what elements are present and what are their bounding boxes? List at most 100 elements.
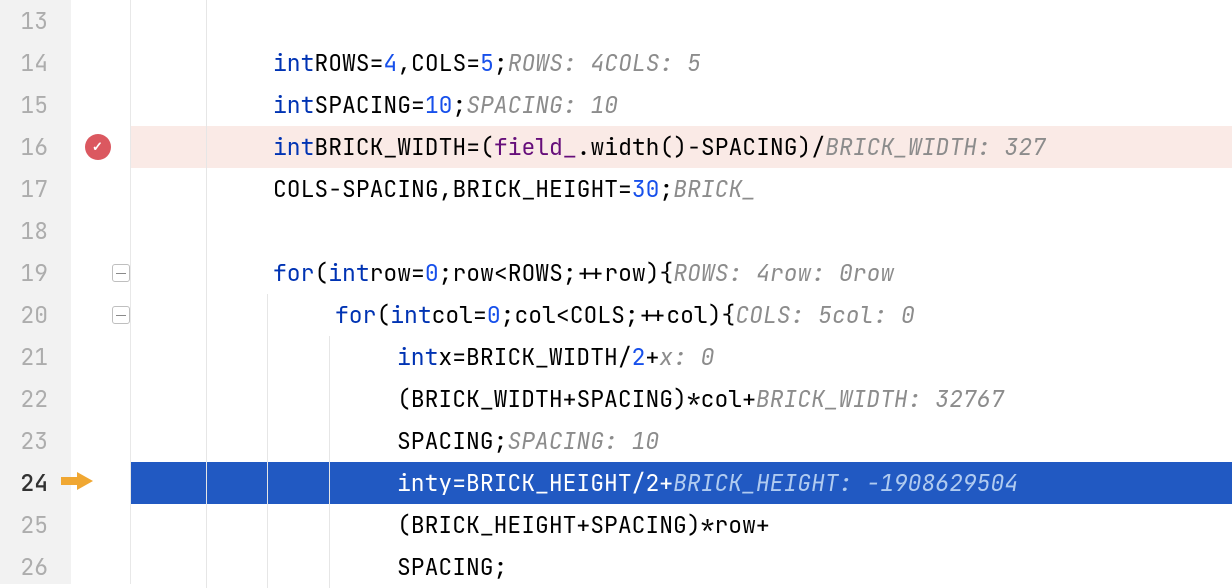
gutter-icons[interactable] <box>71 0 131 584</box>
indent-guide <box>206 252 207 294</box>
line-number-gutter[interactable]: 1314151617181920212223242526 <box>0 0 71 584</box>
token-id: SPACING <box>701 132 798 162</box>
token-id: BRICK_HEIGHT <box>411 510 577 540</box>
line-number[interactable]: 14 <box>0 42 48 84</box>
line-number[interactable]: 25 <box>0 504 48 546</box>
token-pn: = <box>411 258 425 288</box>
line-number[interactable]: 23 <box>0 420 48 462</box>
line-number[interactable]: 18 <box>0 210 48 252</box>
token-num: 5 <box>480 48 494 78</box>
code-line[interactable]: (BRICK_WIDTH + SPACING) * col + BRICK_WI… <box>131 378 1232 420</box>
token-hint[interactable]: BRICK_WIDTH: 327 <box>825 132 1046 162</box>
line-number[interactable]: 19 <box>0 252 48 294</box>
indent-guide <box>329 462 330 504</box>
line-number[interactable]: 15 <box>0 84 48 126</box>
code-line[interactable] <box>131 0 1232 42</box>
line-number[interactable]: 16 <box>0 126 48 168</box>
token-hint[interactable]: row: 0 <box>770 258 853 288</box>
token-id: BRICK_HEIGHT <box>452 174 618 204</box>
token-pn: / <box>811 132 825 162</box>
indent-guide <box>206 0 207 42</box>
token-pn: = <box>473 300 487 330</box>
token-pn: ; <box>494 552 508 582</box>
breakpoint-icon[interactable] <box>85 134 111 160</box>
token-hint[interactable]: SPACING: 10 <box>466 90 618 120</box>
line-number[interactable]: 26 <box>0 546 48 588</box>
token-id: COLS <box>570 300 625 330</box>
line-number[interactable]: 22 <box>0 378 48 420</box>
token-pn: ; <box>452 90 466 120</box>
code-line[interactable]: SPACING; SPACING: 10 <box>131 420 1232 462</box>
token-hint[interactable]: col: 0 <box>832 300 915 330</box>
token-kw: int <box>273 132 314 162</box>
token-id: SPACING <box>397 552 494 582</box>
token-pn: = <box>618 174 632 204</box>
token-kw: int <box>390 300 431 330</box>
token-pn: ; <box>659 174 673 204</box>
code-line[interactable]: int SPACING = 10; SPACING: 10 <box>131 84 1232 126</box>
code-line[interactable]: for (int row = 0; row < ROWS; ++row) { R… <box>131 252 1232 294</box>
code-line[interactable]: int BRICK_WIDTH = (field_.width() - SPAC… <box>131 126 1232 168</box>
token-id: col <box>666 300 707 330</box>
token-kw: int <box>273 90 314 120</box>
code-line[interactable]: COLS - SPACING, BRICK_HEIGHT = 30; BRICK… <box>131 168 1232 210</box>
line-number[interactable]: 17 <box>0 168 48 210</box>
token-hint[interactable]: SPACING: 10 <box>507 426 659 456</box>
code-area[interactable]: int ROWS = 4, COLS = 5; ROWS: 4 COLS: 5i… <box>131 0 1232 584</box>
token-hint[interactable]: ROWS: 4 <box>673 258 770 288</box>
token-pn: ; <box>494 426 508 456</box>
token-pn: ( <box>376 300 390 330</box>
token-hint[interactable]: BRICK_WIDTH: 32767 <box>756 384 1004 414</box>
token-hint[interactable]: x: 0 <box>659 342 714 372</box>
code-line[interactable]: int ROWS = 4, COLS = 5; ROWS: 4 COLS: 5 <box>131 42 1232 84</box>
token-pn: . <box>577 132 591 162</box>
indent-guide <box>206 462 207 504</box>
token-pn: = <box>466 132 480 162</box>
token-pn: + <box>645 342 659 372</box>
fold-icon[interactable] <box>112 306 130 324</box>
code-line[interactable]: int x = BRICK_WIDTH / 2 + x: 0 <box>131 336 1232 378</box>
indent-guide <box>267 546 268 588</box>
token-pn: = <box>452 342 466 372</box>
token-pn: ( <box>397 384 411 414</box>
token-kw: int <box>273 48 314 78</box>
token-kw: for <box>335 300 376 330</box>
token-hint[interactable]: COLS: 5 <box>735 300 832 330</box>
code-line[interactable]: (BRICK_HEIGHT + SPACING) * row + <box>131 504 1232 546</box>
token-id: BRICK_WIDTH <box>411 384 563 414</box>
token-id: BRICK_HEIGHT <box>466 468 632 498</box>
token-hint[interactable]: row <box>853 258 894 288</box>
indent-guide <box>206 294 207 336</box>
code-line[interactable]: SPACING; <box>131 546 1232 588</box>
token-id: row <box>604 258 645 288</box>
token-hint[interactable]: COLS: 5 <box>604 48 701 78</box>
code-line[interactable]: int y = BRICK_HEIGHT / 2 + BRICK_HEIGHT:… <box>131 462 1232 504</box>
indent-guide <box>206 504 207 546</box>
line-number[interactable]: 24 <box>0 462 48 504</box>
token-hint[interactable]: BRICK_ <box>673 174 756 204</box>
code-line[interactable]: for (int col = 0; col < COLS; ++col) { C… <box>131 294 1232 336</box>
token-hint[interactable]: BRICK_HEIGHT: -1908629504 <box>673 468 1018 498</box>
indent-guide <box>267 378 268 420</box>
token-pn: ) <box>646 258 660 288</box>
fold-icon[interactable] <box>112 264 130 282</box>
token-pn: ) <box>673 384 687 414</box>
code-editor[interactable]: 1314151617181920212223242526 int ROWS = … <box>0 0 1232 584</box>
token-hint[interactable]: ROWS: 4 <box>508 48 605 78</box>
indent-guide <box>329 336 330 378</box>
indent-guide <box>267 294 268 336</box>
indent-guide <box>206 420 207 462</box>
line-number[interactable]: 20 <box>0 294 48 336</box>
token-pn: = <box>452 468 466 498</box>
token-pn: ++ <box>577 258 605 288</box>
line-number[interactable]: 21 <box>0 336 48 378</box>
indent-guide <box>206 210 207 252</box>
token-num: 30 <box>632 174 660 204</box>
token-fld: field_ <box>494 132 577 162</box>
token-pn: ( <box>397 510 411 540</box>
token-num: 2 <box>632 342 646 372</box>
code-line[interactable] <box>131 210 1232 252</box>
token-pn: { <box>722 300 736 330</box>
indent-guide <box>267 504 268 546</box>
line-number[interactable]: 13 <box>0 0 48 42</box>
